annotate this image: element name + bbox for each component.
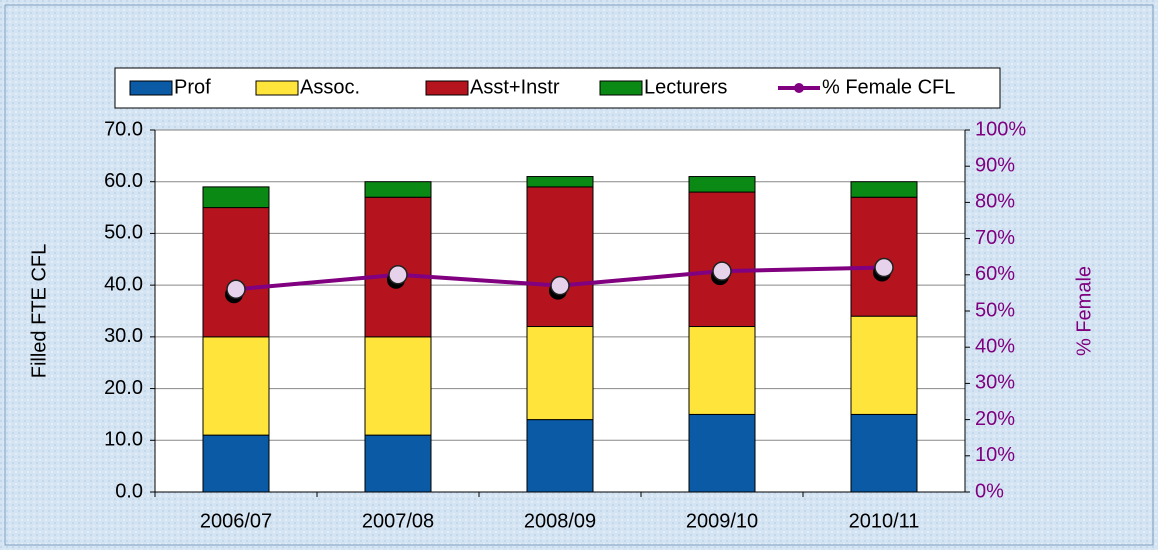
y2-tick-label: 70% — [975, 227, 1015, 249]
legend-label: Assoc. — [300, 76, 360, 98]
x-tick-label: 2010/11 — [849, 510, 920, 532]
x-tick-label: 2007/08 — [362, 510, 434, 532]
frame — [4, 4, 1154, 546]
y2-tick-label: 0% — [975, 480, 1004, 502]
y-tick-label: 70.0 — [104, 118, 143, 140]
legend-label: Prof — [174, 76, 211, 98]
y-tick-label: 20.0 — [104, 377, 143, 399]
bar-segment — [850, 181, 918, 198]
bar-segment — [364, 181, 432, 198]
marker — [550, 275, 570, 296]
legend-swatch — [129, 80, 173, 96]
legend-marker — [794, 83, 804, 93]
bar-segment — [202, 336, 270, 436]
legend-swatch — [599, 80, 643, 96]
legend-label: % Female CFL — [822, 76, 955, 98]
y2-axis-title: % Female — [1073, 266, 1095, 356]
y2-tick-label: 100% — [975, 118, 1026, 140]
legend-swatch — [255, 80, 299, 96]
bar-segment — [850, 196, 918, 317]
y-tick-label: 40.0 — [104, 273, 143, 295]
y2-tick-label: 20% — [975, 408, 1015, 430]
bar-segment — [688, 326, 756, 415]
x-tick-label: 2006/07 — [200, 510, 272, 532]
y2-tick-label: 30% — [975, 372, 1015, 394]
marker — [388, 265, 408, 285]
y-tick-label: 60.0 — [104, 170, 143, 192]
bar-segment — [688, 191, 756, 328]
y-tick-label: 0.0 — [115, 480, 143, 502]
bar-segment — [688, 413, 756, 493]
y2-tick-label: 60% — [975, 263, 1015, 285]
bar-segment — [364, 336, 432, 436]
legend-swatch — [425, 80, 469, 96]
marker — [874, 257, 894, 278]
bar-segment — [850, 315, 918, 415]
bar-segment — [688, 176, 756, 193]
y2-tick-label: 50% — [975, 299, 1015, 321]
bar-segment — [202, 207, 270, 338]
x-tick-label: 2008/09 — [524, 510, 596, 532]
bar-segment — [526, 419, 594, 493]
y2-tick-label: 40% — [975, 335, 1015, 357]
y-tick-label: 50.0 — [104, 222, 143, 244]
marker — [226, 279, 246, 300]
bar-segment — [526, 186, 594, 328]
y-axis-title: Filled FTE CFL — [28, 244, 50, 378]
y2-tick-label: 80% — [975, 191, 1015, 213]
bar-segment — [202, 434, 270, 493]
bar-segment — [202, 186, 270, 209]
y-tick-label: 30.0 — [104, 325, 143, 347]
legend-label: Asst+Instr — [470, 76, 560, 98]
legend-label: Lecturers — [644, 76, 727, 98]
y2-tick-label: 90% — [975, 154, 1015, 176]
bar-segment — [526, 176, 594, 188]
marker — [712, 261, 732, 281]
x-tick-label: 2009/10 — [686, 510, 758, 532]
bar-segment — [526, 326, 594, 421]
bar-segment — [364, 434, 432, 493]
y2-tick-label: 10% — [975, 444, 1015, 466]
y-tick-label: 10.0 — [104, 429, 143, 451]
bar-segment — [850, 413, 918, 493]
